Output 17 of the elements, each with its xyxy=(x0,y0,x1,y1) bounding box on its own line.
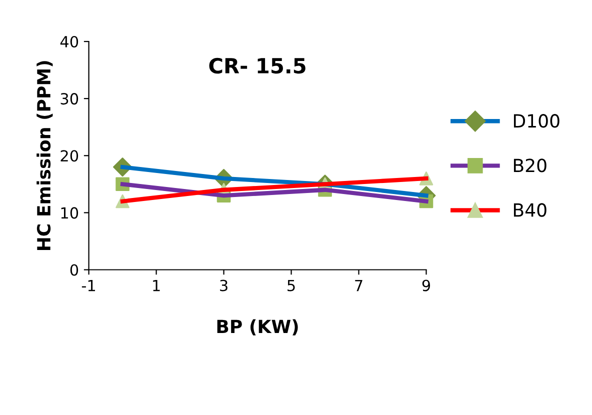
y-tick-label: 40 xyxy=(60,36,78,48)
x-tick-label: 3 xyxy=(220,280,228,292)
x-tick-label: 5 xyxy=(288,280,295,292)
x-tick-label: -1 xyxy=(82,280,96,292)
legend-label: B20 xyxy=(514,158,546,172)
y-tick-label: 0 xyxy=(70,264,78,276)
x-axis-title: BP (KW) xyxy=(217,319,298,336)
y-tick-label: 10 xyxy=(61,207,78,219)
legend-label: D100 xyxy=(514,114,560,128)
y-tick-label: 20 xyxy=(60,150,78,162)
x-tick-label: 9 xyxy=(422,280,430,292)
legend-label: B40 xyxy=(514,203,546,217)
y-tick-label: 30 xyxy=(60,93,78,105)
y-axis-title: HC Emission (PPM) xyxy=(36,61,53,250)
text: CR- 15.5 xyxy=(209,58,306,74)
x-tick-label: 1 xyxy=(153,280,160,292)
x-tick-label: 7 xyxy=(355,280,362,292)
